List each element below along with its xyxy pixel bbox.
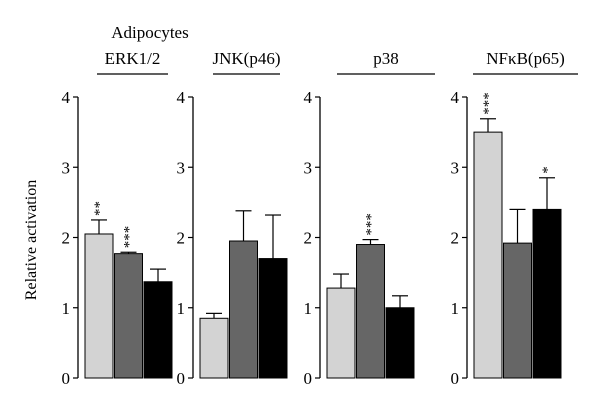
significance-label: *** bbox=[481, 92, 497, 115]
y-tick-label: 1 bbox=[62, 299, 71, 318]
bar bbox=[503, 242, 532, 379]
bar bbox=[385, 307, 415, 379]
panel-2: JNK(p46) 0 1 2 3 4 bbox=[177, 49, 288, 388]
panel-title: JNK(p46) bbox=[213, 49, 281, 68]
y-tick-label: 0 bbox=[62, 369, 71, 388]
y-tick-label: 3 bbox=[177, 158, 186, 177]
bar bbox=[229, 240, 258, 379]
y-tick-label: 1 bbox=[304, 299, 313, 318]
y-tick-label: 3 bbox=[451, 158, 460, 177]
y-tick-label: 4 bbox=[451, 88, 460, 107]
figure-title: Adipocytes bbox=[111, 23, 188, 42]
significance-label: *** bbox=[122, 226, 138, 249]
significance-label: ** bbox=[92, 201, 108, 216]
bar bbox=[532, 208, 562, 379]
bar bbox=[356, 244, 385, 379]
bar bbox=[473, 131, 503, 379]
y-tick-label: 1 bbox=[451, 299, 460, 318]
panel-title: ERK1/2 bbox=[105, 49, 161, 68]
bar bbox=[114, 253, 143, 379]
y-tick-label: 3 bbox=[62, 158, 71, 177]
y-tick-label: 2 bbox=[62, 229, 71, 248]
y-tick-label: 0 bbox=[451, 369, 460, 388]
bar bbox=[199, 317, 229, 379]
panel-title: p38 bbox=[373, 49, 399, 68]
y-tick-label: 4 bbox=[177, 88, 186, 107]
y-tick-label: 2 bbox=[451, 229, 460, 248]
y-tick-label: 4 bbox=[304, 88, 313, 107]
y-tick-label: 0 bbox=[304, 369, 313, 388]
y-axis-title: Relative activation bbox=[23, 180, 40, 300]
y-tick-label: 3 bbox=[304, 158, 313, 177]
bar bbox=[143, 281, 173, 379]
y-tick-label: 4 bbox=[62, 88, 71, 107]
panel-title: NFκB(p65) bbox=[486, 49, 564, 68]
bar bbox=[84, 233, 114, 379]
bar bbox=[326, 287, 356, 379]
significance-label: * bbox=[540, 166, 556, 174]
y-tick-label: 0 bbox=[177, 369, 186, 388]
chart-panels: ERK1/201234*****JNK(p46)01234p3801234***… bbox=[62, 49, 578, 388]
bar bbox=[258, 258, 288, 379]
panel-3: p38 0 1 2 3 4 *** bbox=[304, 49, 435, 388]
y-tick-label: 2 bbox=[177, 229, 186, 248]
y-tick-label: 2 bbox=[304, 229, 313, 248]
y-tick-label: 1 bbox=[177, 299, 186, 318]
significance-label: *** bbox=[364, 213, 380, 236]
